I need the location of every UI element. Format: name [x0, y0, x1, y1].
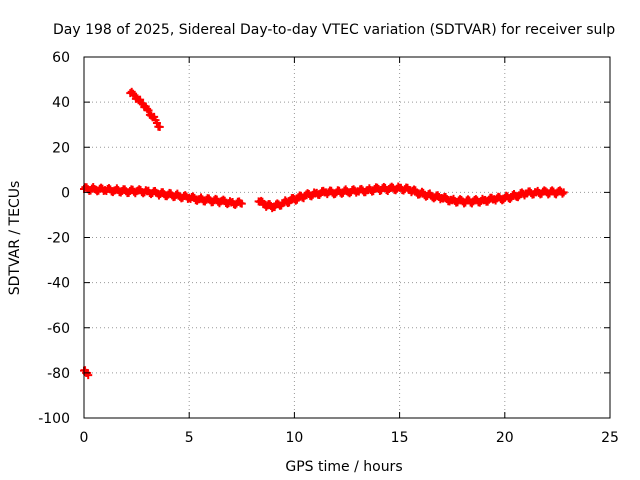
y-tick-label: 40: [52, 95, 70, 111]
x-tick-label: 20: [496, 430, 514, 446]
x-tick-label: 15: [391, 430, 409, 446]
x-tick-label: 0: [80, 430, 89, 446]
data-point: [144, 106, 153, 115]
y-tick-label: 20: [52, 140, 70, 156]
data-point: [558, 189, 567, 198]
y-tick-label: 60: [52, 50, 70, 66]
y-tick-label: -20: [47, 231, 70, 247]
data-point: [155, 122, 164, 131]
grid-lines: [84, 57, 610, 418]
x-axis-label: GPS time / hours: [285, 459, 402, 475]
y-tick-label: -60: [47, 321, 70, 337]
y-axis-label: SDTVAR / TECUs: [7, 181, 23, 296]
y-tick-label: -80: [47, 366, 70, 382]
data-point: [143, 104, 152, 113]
data-point: [237, 199, 246, 208]
x-tick-label: 10: [285, 430, 303, 446]
data-points: [80, 87, 568, 380]
chart-title: Day 198 of 2025, Sidereal Day-to-day VTE…: [53, 22, 615, 38]
x-tick-label: 25: [601, 430, 619, 446]
y-tick-label: -40: [47, 276, 70, 292]
y-tick-label: 0: [61, 185, 70, 201]
axis-ticks: 0 5 10 15 20 25 -100 -80 -60 -40 -20 0 20 40 60: [38, 50, 619, 446]
x-tick-label: 5: [185, 430, 194, 446]
data-point: [559, 188, 568, 197]
y-tick-label: -100: [38, 411, 70, 427]
